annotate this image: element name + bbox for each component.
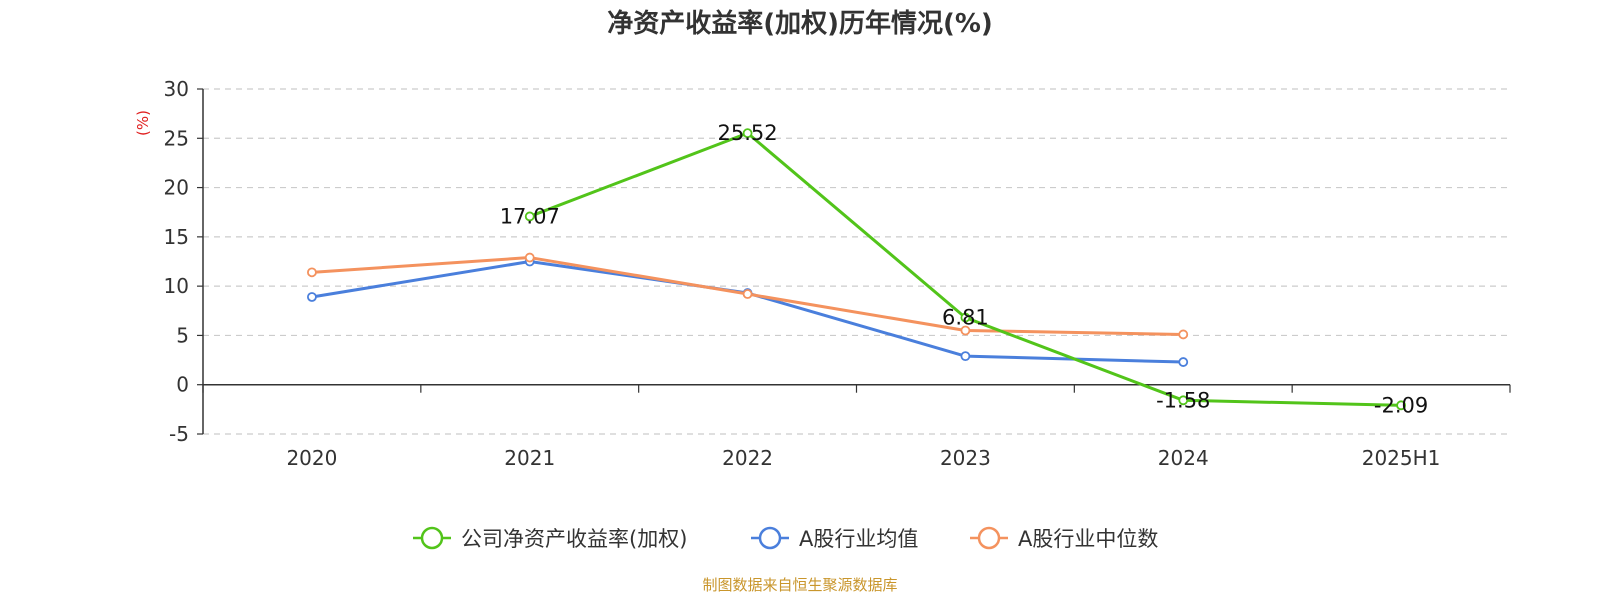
legend-marker-icon — [420, 526, 444, 550]
y-tick-label: 30 — [164, 77, 189, 101]
x-tick-label: 2020 — [286, 446, 337, 470]
data-point[interactable] — [742, 289, 753, 299]
data-labels: 17.07 25.52 6.81 -1.58 -2.09 — [500, 121, 1429, 417]
x-tick-label: 2025H1 — [1362, 446, 1441, 470]
data-label: -1.58 — [1156, 388, 1210, 412]
data-point[interactable] — [1178, 329, 1189, 340]
series-line-1 — [311, 260, 1184, 364]
legend-marker-icon — [758, 526, 782, 550]
data-label: 17.07 — [500, 204, 560, 228]
data-label: 6.81 — [942, 306, 989, 330]
data-point[interactable] — [960, 325, 971, 336]
data-label: -2.09 — [1374, 393, 1428, 417]
data-point[interactable] — [1396, 400, 1406, 411]
data-point[interactable] — [1178, 357, 1189, 367]
series-line-0 — [529, 131, 1402, 407]
legend[interactable]: 公司净资产收益率(加权) A股行业均值 A股行业中位数 — [413, 526, 1158, 551]
x-tick-label: 2021 — [504, 446, 555, 470]
legend-label: A股行业均值 — [799, 527, 918, 551]
legend-item-1[interactable]: A股行业均值 — [751, 526, 918, 551]
y-tick-label: 10 — [164, 274, 189, 298]
y-tick-label: 20 — [164, 176, 189, 200]
series-lines — [307, 128, 1406, 411]
legend-item-2[interactable]: A股行业中位数 — [970, 526, 1158, 551]
data-point[interactable] — [742, 128, 753, 139]
data-point[interactable] — [960, 312, 971, 323]
legend-item-0[interactable]: 公司净资产收益率(加权) — [413, 526, 687, 551]
x-tick-label: 2024 — [1158, 446, 1209, 470]
grid-lines — [203, 88, 1510, 435]
data-point[interactable] — [307, 267, 317, 278]
axes: -5 0 5 10 15 20 25 30 2020 2021 2022 2023 2024 2025H1 — [164, 77, 1511, 470]
source-note: 制图数据来自恒生聚源数据库 — [702, 576, 897, 594]
x-tick-label: 2022 — [722, 446, 773, 470]
y-tick-label: 5 — [176, 323, 189, 347]
x-tick-label: 2023 — [940, 446, 991, 470]
y-tick-label: 0 — [176, 373, 189, 397]
data-label: 25.52 — [718, 121, 778, 145]
legend-marker-icon — [977, 526, 1001, 550]
y-tick-label: 15 — [164, 225, 189, 249]
chart-title: 净资产收益率(加权)历年情况(%) — [607, 8, 993, 39]
data-point[interactable] — [524, 252, 535, 263]
y-axis-label: (%) — [134, 110, 152, 136]
legend-label: 公司净资产收益率(加权) — [461, 527, 687, 551]
data-point[interactable] — [960, 351, 971, 362]
legend-label: A股行业中位数 — [1018, 527, 1158, 551]
data-point[interactable] — [307, 292, 317, 302]
y-tick-label: -5 — [169, 422, 189, 446]
y-tick-label: 25 — [164, 126, 189, 150]
data-point[interactable] — [524, 211, 535, 222]
data-point[interactable] — [1178, 395, 1189, 406]
